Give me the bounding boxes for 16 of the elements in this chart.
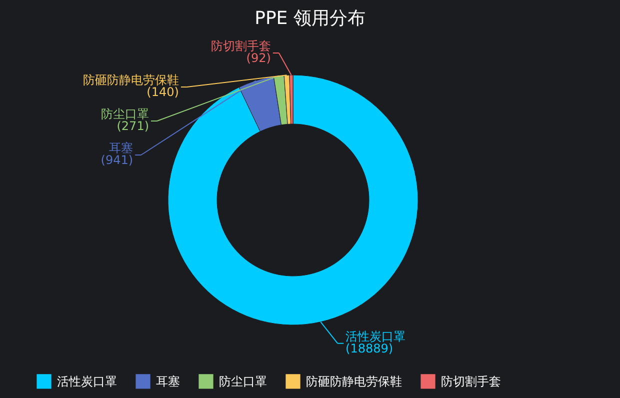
category-label: 活性炭口罩 [57, 374, 117, 388]
legend-label: 防切割手套 [441, 374, 501, 388]
data-label: (941) [100, 153, 134, 168]
data-label: (271) [116, 119, 150, 134]
slice-label: 耳塞 [109, 141, 134, 156]
legend-label: 防砸防静电劳保鞋 [306, 374, 402, 388]
chart-title: PPE 领用分布 [254, 8, 366, 29]
legend-label: 耳塞 [156, 374, 180, 388]
legend-label: 活性炭口罩 [346, 329, 406, 344]
slice-label: 防切割手套 [210, 39, 271, 54]
legend-label: 防尘口罩 [219, 374, 267, 388]
data-label: (18889) [346, 341, 394, 356]
data-label: (140) [146, 85, 179, 100]
slice-label: 防尘口罩 [101, 107, 150, 122]
slice-label: 防砸防静电劳保鞋 [82, 73, 179, 88]
data-label: (92) [246, 51, 271, 66]
